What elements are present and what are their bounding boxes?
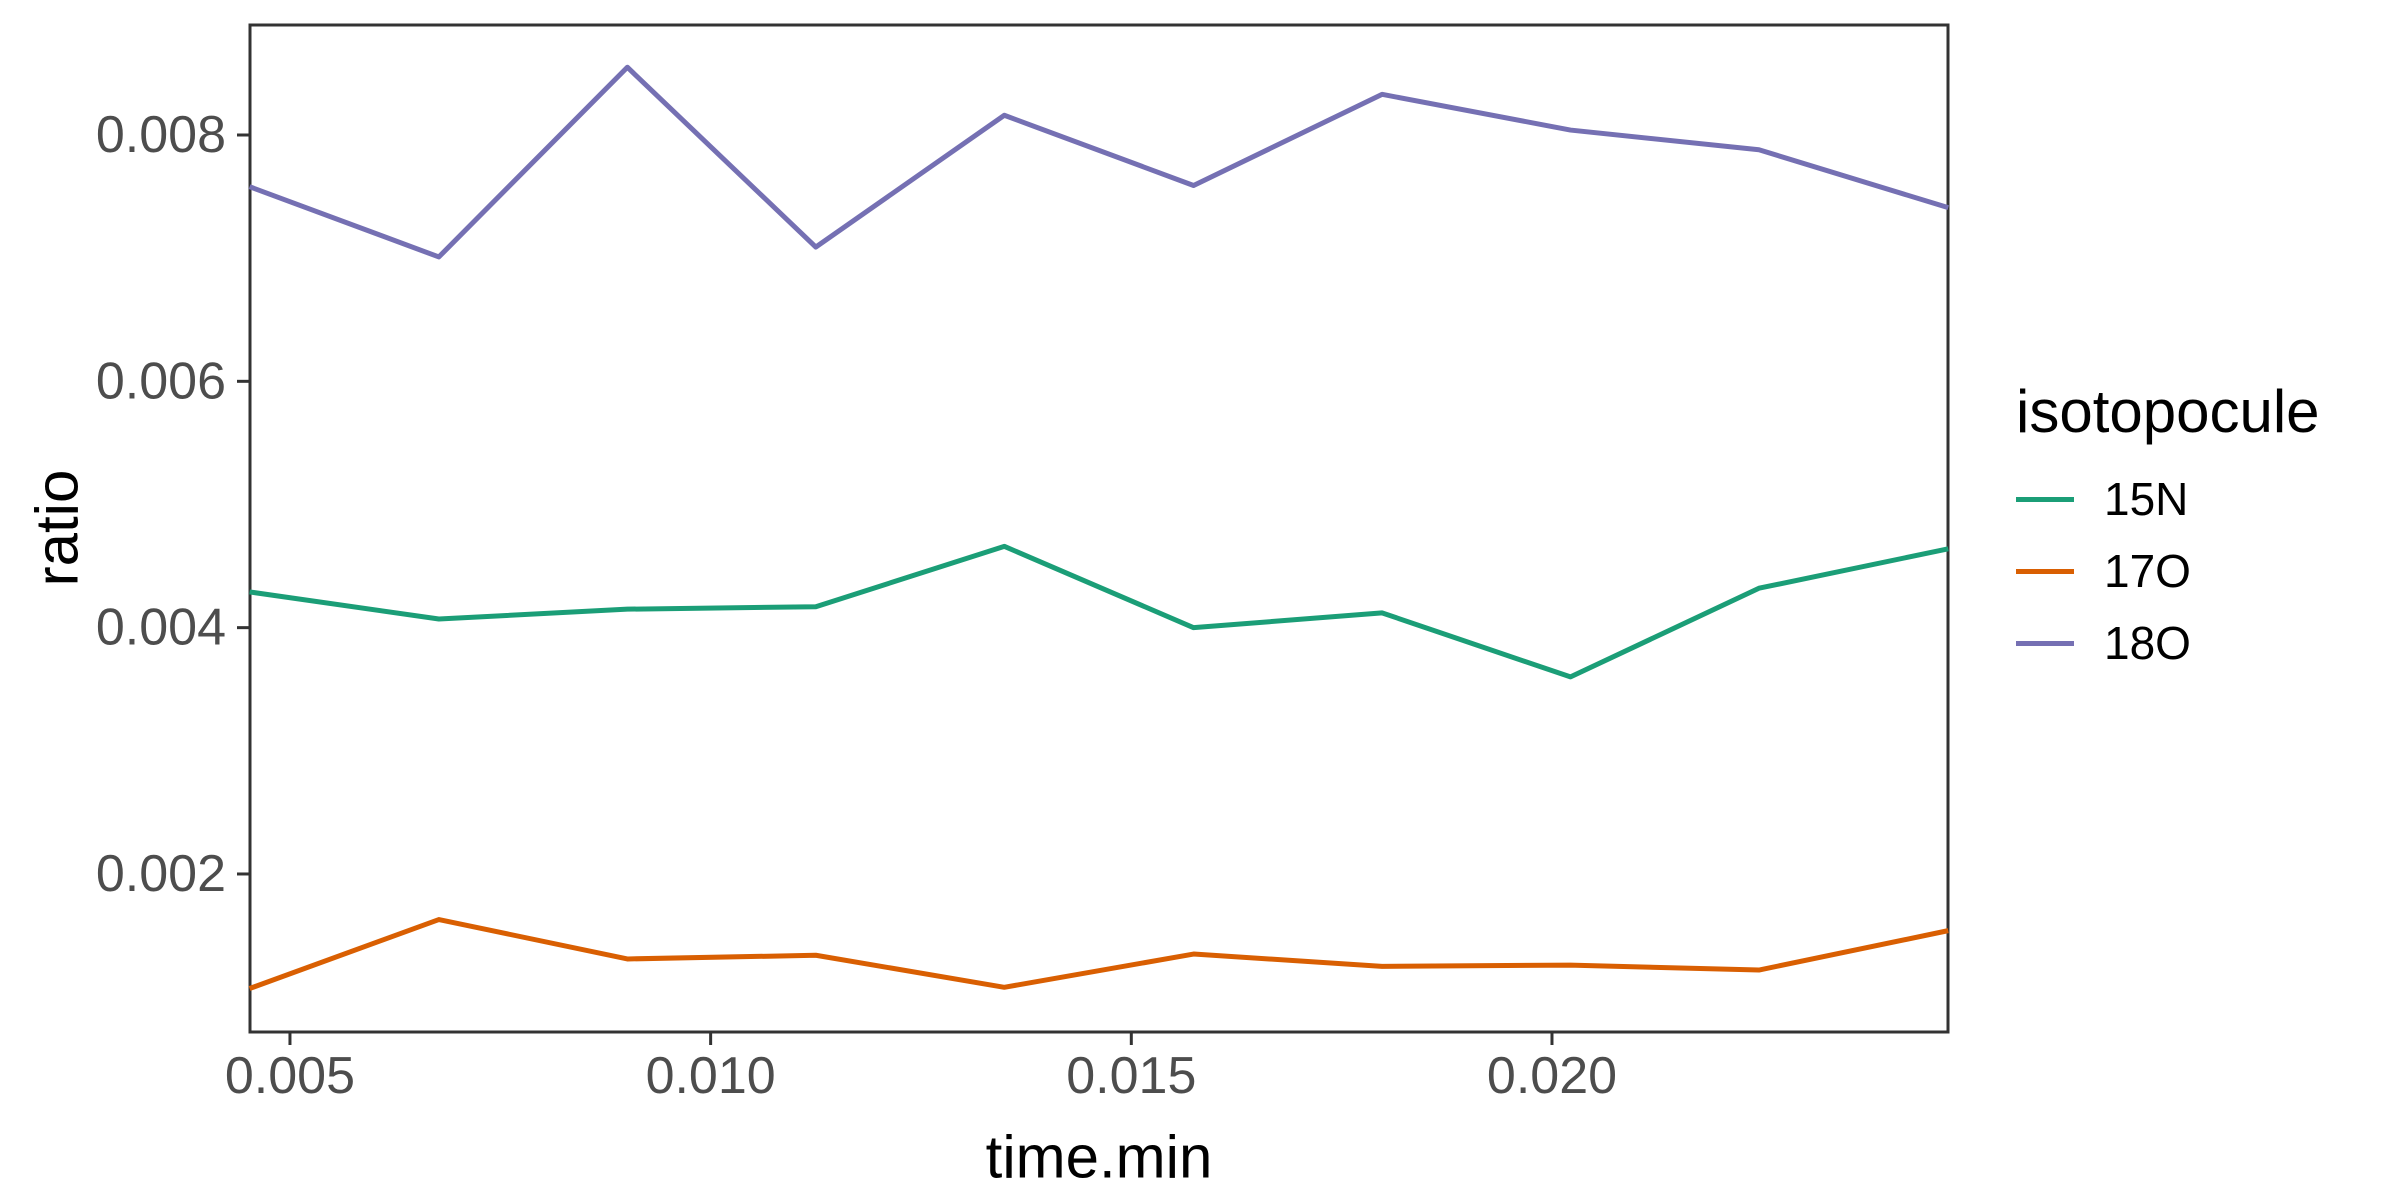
series-line-17O: [248, 917, 1949, 991]
y-axis-title: ratio: [23, 469, 91, 587]
legend-item-15N: 15N: [2016, 463, 2320, 535]
series-line-18O: [248, 64, 1949, 260]
legend-key-line-15N: [2016, 496, 2074, 502]
y-tick-label: 0.006: [96, 352, 226, 410]
x-tick-label: 0.020: [1487, 1047, 1617, 1105]
legend: isotopocule 15N 17O 18O: [2016, 381, 2320, 679]
x-tick-label: 0.010: [646, 1047, 776, 1105]
x-tick-label: 0.005: [225, 1047, 355, 1105]
legend-title: isotopocule: [2016, 378, 2320, 445]
legend-key-line-18O: [2016, 640, 2074, 646]
y-tick-label: 0.002: [96, 845, 226, 903]
legend-label-18O: 18O: [2104, 617, 2191, 669]
legend-label-17O: 17O: [2104, 545, 2191, 597]
legend-item-18O: 18O: [2016, 607, 2320, 679]
legend-key-line-17O: [2016, 568, 2074, 574]
y-tick-label: 0.008: [96, 106, 226, 164]
series-line-15N: [249, 543, 1949, 680]
panel-border: [248, 23, 1950, 1034]
legend-item-17O: 17O: [2016, 535, 2320, 607]
legend-items: 15N 17O 18O: [2016, 463, 2320, 679]
y-tick-label: 0.004: [96, 599, 226, 657]
x-tick-label: 0.015: [1066, 1047, 1196, 1105]
x-axis-title: time.min: [985, 1123, 1213, 1191]
legend-label-15N: 15N: [2104, 473, 2189, 525]
